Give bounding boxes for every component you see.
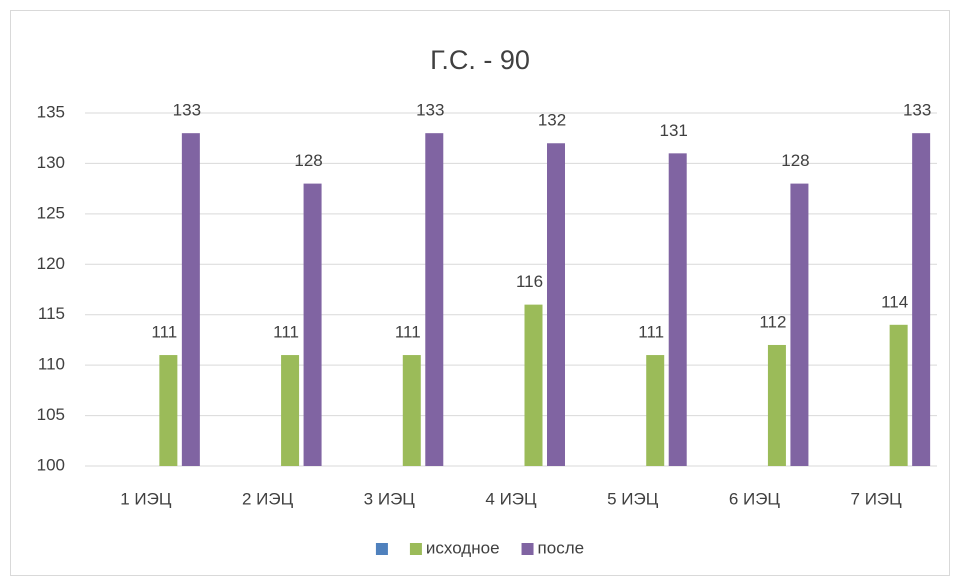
data-label: 133 bbox=[416, 101, 444, 120]
bar bbox=[790, 183, 809, 466]
data-label: 111 bbox=[395, 323, 421, 342]
x-tick-label: 7 ИЭЦ bbox=[851, 489, 903, 508]
x-tick-label: 4 ИЭЦ bbox=[485, 489, 537, 508]
y-tick-label: 110 bbox=[38, 355, 65, 374]
y-tick-label: 135 bbox=[37, 102, 65, 121]
data-label: 114 bbox=[881, 292, 908, 311]
y-tick-label: 120 bbox=[37, 254, 65, 273]
x-tick-label: 6 ИЭЦ bbox=[729, 489, 781, 508]
y-tick-label: 115 bbox=[38, 304, 65, 323]
legend-marker bbox=[375, 543, 388, 555]
y-tick-label: 125 bbox=[37, 203, 65, 222]
data-label: 111 bbox=[273, 323, 299, 342]
data-label: 133 bbox=[173, 101, 201, 120]
chart-title: Г.С. - 90 bbox=[430, 45, 530, 75]
legend-label: после bbox=[538, 538, 585, 557]
data-label: 112 bbox=[759, 312, 786, 331]
data-label: 133 bbox=[903, 101, 931, 120]
bar bbox=[159, 355, 178, 466]
bar bbox=[425, 133, 444, 466]
x-tick-label: 1 ИЭЦ bbox=[120, 489, 172, 508]
y-tick-label: 100 bbox=[37, 455, 65, 474]
bar bbox=[303, 183, 322, 466]
bar bbox=[668, 153, 687, 467]
data-label: 128 bbox=[781, 151, 809, 170]
legend-label: исходное bbox=[426, 538, 500, 557]
bar bbox=[181, 133, 200, 466]
x-tick-label: 5 ИЭЦ bbox=[607, 489, 659, 508]
x-tick-label: 3 ИЭЦ bbox=[364, 489, 416, 508]
data-label: 111 bbox=[638, 323, 664, 342]
bar bbox=[547, 143, 565, 466]
y-tick-label: 130 bbox=[37, 153, 65, 172]
bar bbox=[646, 355, 665, 466]
legend-marker bbox=[521, 543, 534, 555]
bar bbox=[912, 133, 931, 466]
x-tick-label: 2 ИЭЦ bbox=[242, 489, 294, 508]
data-label: 128 bbox=[294, 151, 322, 170]
data-label: 116 bbox=[516, 272, 543, 291]
legend-marker bbox=[409, 543, 422, 555]
data-label: 132 bbox=[538, 111, 566, 130]
bar bbox=[281, 355, 300, 466]
y-tick-label: 105 bbox=[37, 405, 65, 424]
bar bbox=[402, 355, 421, 466]
data-label: 131 bbox=[660, 121, 688, 140]
bar bbox=[524, 304, 543, 466]
bar bbox=[767, 344, 786, 466]
data-label: 111 bbox=[151, 323, 177, 342]
bar bbox=[889, 324, 908, 466]
